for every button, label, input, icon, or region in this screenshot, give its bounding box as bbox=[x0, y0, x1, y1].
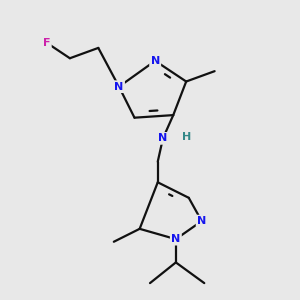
Text: N: N bbox=[197, 216, 206, 226]
Text: H: H bbox=[182, 132, 191, 142]
Text: N: N bbox=[114, 82, 124, 92]
Text: N: N bbox=[158, 134, 167, 143]
Text: F: F bbox=[43, 38, 50, 48]
Text: N: N bbox=[171, 234, 181, 244]
Text: N: N bbox=[151, 56, 160, 66]
